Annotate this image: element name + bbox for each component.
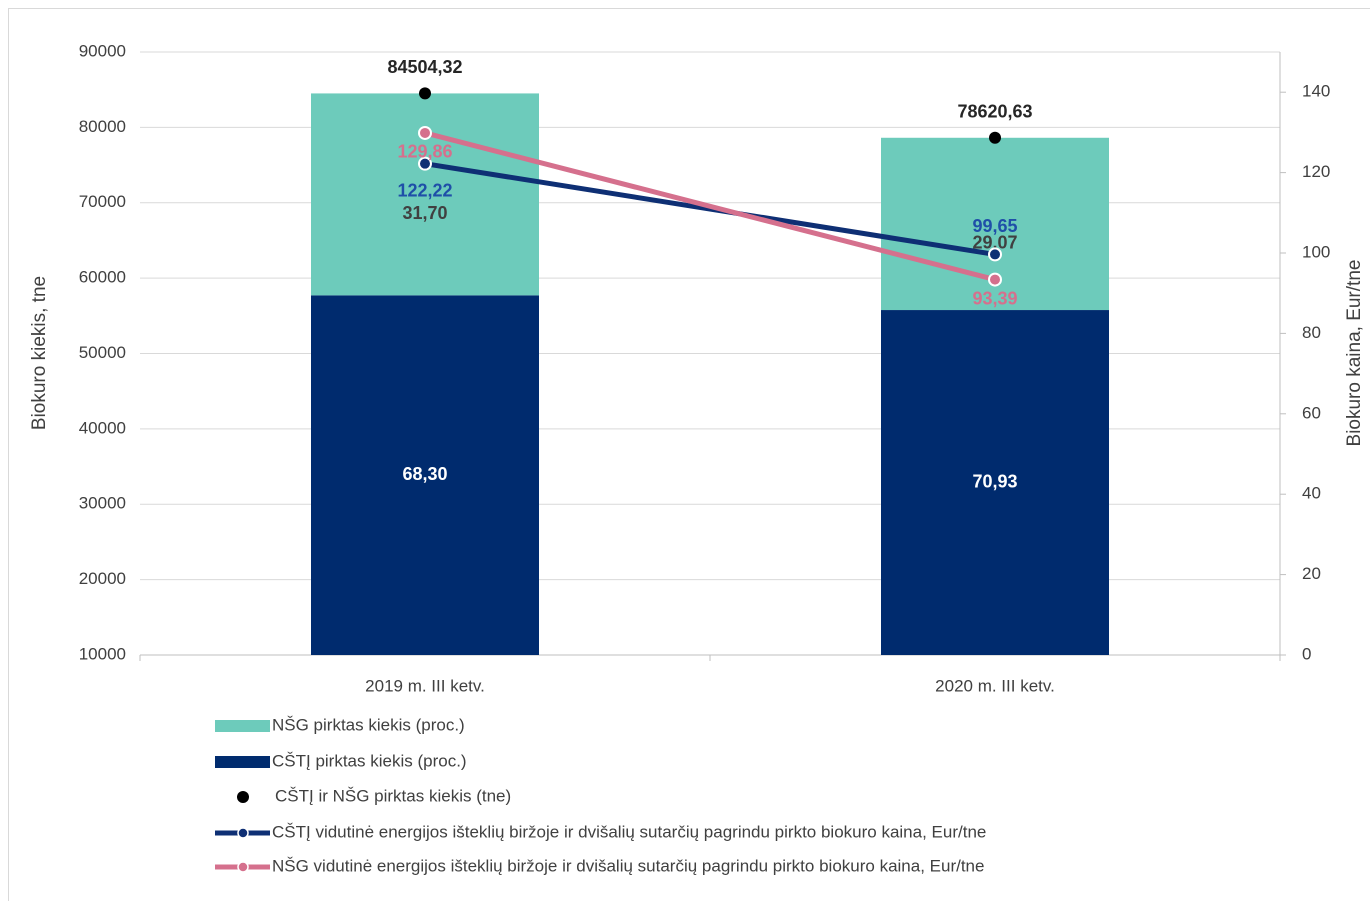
y-tick-label: 50000 (79, 343, 126, 362)
y-tick-label: 60000 (79, 268, 126, 287)
x-tick-label: 2020 m. III ketv. (935, 676, 1055, 695)
total-value-label: 78620,63 (957, 102, 1032, 122)
legend-label: NŠG vidutinė energijos išteklių biržoje … (272, 856, 984, 875)
price-line (424, 161, 996, 257)
y-tick-label: 80000 (79, 117, 126, 136)
y-tick-label: 30000 (79, 494, 126, 513)
legend-label: NŠG pirktas kiekis (proc.) (272, 715, 465, 734)
total-dot (419, 87, 431, 100)
price-value-label: 122,22 (397, 180, 452, 200)
y2-tick-label: 60 (1302, 403, 1321, 422)
y-axis-title: Biokuro kiekis, tne (29, 276, 50, 430)
y2-tick-label: 120 (1302, 162, 1330, 181)
y-tick-label: 90000 (79, 41, 126, 60)
y-tick-label: 70000 (79, 192, 126, 211)
bar-segment (311, 295, 539, 655)
y-tick-label: 40000 (79, 418, 126, 437)
price-value-label: 99,65 (972, 216, 1017, 236)
bar-value-label: 70,93 (972, 471, 1017, 491)
bar-value-label: 68,30 (402, 464, 447, 484)
legend-swatch (215, 720, 270, 732)
y-tick-label: 20000 (79, 569, 126, 588)
total-dot (989, 131, 1001, 144)
price-marker (988, 247, 1002, 262)
y2-tick-label: 40 (1302, 484, 1321, 503)
price-marker (418, 156, 432, 171)
legend-swatch (237, 861, 249, 873)
y2-tick-label: 80 (1302, 323, 1321, 342)
y2-tick-label: 100 (1302, 242, 1330, 261)
y2-tick-label: 20 (1302, 564, 1321, 583)
price-marker (418, 125, 432, 140)
bar-value-label: 31,70 (402, 203, 447, 223)
legend-swatch (237, 827, 249, 839)
price-line (424, 130, 996, 282)
y2-tick-label: 0 (1302, 644, 1311, 663)
legend-swatch (237, 791, 249, 803)
y2-tick-label: 140 (1302, 82, 1330, 101)
legend-label: CŠTĮ pirktas kiekis (proc.) (272, 751, 467, 770)
bar-segment (881, 310, 1109, 655)
price-marker (988, 272, 1002, 287)
total-value-label: 84504,32 (387, 57, 462, 77)
bar-value-label: 29,07 (972, 233, 1017, 253)
chart-frame (8, 8, 1370, 901)
legend-label: CŠTĮ ir NŠG pirktas kiekis (tne) (275, 786, 511, 805)
y2-axis-title: Biokuro kaina, Eur/tne (1344, 260, 1365, 447)
price-value-label: 129,86 (397, 142, 452, 162)
x-tick-label: 2019 m. III ketv. (365, 676, 485, 695)
price-value-label: 93,39 (972, 288, 1017, 308)
y-tick-label: 10000 (79, 644, 126, 663)
legend-label: CŠTĮ vidutinė energijos išteklių biržoje… (272, 822, 986, 841)
legend-swatch (215, 756, 270, 768)
